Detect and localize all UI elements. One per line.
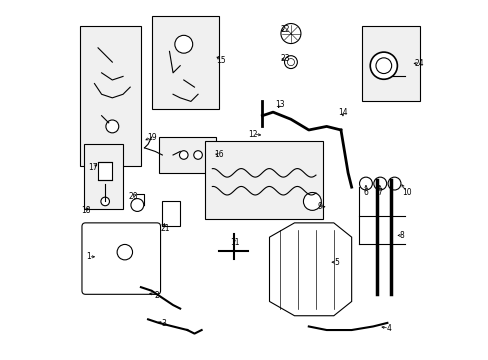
Text: 21: 21 bbox=[160, 224, 170, 233]
Circle shape bbox=[284, 56, 297, 68]
Circle shape bbox=[303, 193, 321, 210]
Text: 4: 4 bbox=[386, 324, 391, 333]
Text: 8: 8 bbox=[399, 231, 403, 240]
Circle shape bbox=[193, 151, 202, 159]
Text: 20: 20 bbox=[128, 192, 138, 201]
Bar bbox=[151, 16, 219, 109]
Text: 1: 1 bbox=[86, 252, 91, 261]
Circle shape bbox=[106, 120, 119, 133]
Bar bbox=[159, 137, 216, 173]
Text: 19: 19 bbox=[146, 132, 156, 141]
Circle shape bbox=[179, 151, 188, 159]
Text: 18: 18 bbox=[81, 206, 90, 215]
Text: 23: 23 bbox=[280, 54, 290, 63]
Text: 7: 7 bbox=[377, 188, 382, 197]
Circle shape bbox=[101, 197, 109, 206]
Text: 13: 13 bbox=[275, 100, 285, 109]
Circle shape bbox=[369, 52, 397, 79]
Text: 5: 5 bbox=[333, 258, 338, 267]
Text: 2: 2 bbox=[154, 291, 159, 300]
Circle shape bbox=[375, 58, 391, 73]
Bar bbox=[162, 202, 180, 226]
Bar bbox=[98, 162, 112, 180]
Circle shape bbox=[281, 23, 300, 44]
Bar bbox=[362, 26, 419, 102]
Bar bbox=[205, 141, 323, 219]
Text: 3: 3 bbox=[162, 319, 166, 328]
Text: 12: 12 bbox=[248, 130, 258, 139]
Text: 10: 10 bbox=[402, 188, 411, 197]
Text: 24: 24 bbox=[413, 59, 423, 68]
Bar bbox=[80, 26, 141, 166]
Circle shape bbox=[387, 177, 400, 190]
Bar bbox=[83, 144, 123, 208]
Circle shape bbox=[373, 177, 386, 190]
Circle shape bbox=[117, 244, 132, 260]
FancyBboxPatch shape bbox=[82, 223, 160, 294]
Text: 9: 9 bbox=[316, 202, 321, 211]
Text: 14: 14 bbox=[338, 108, 347, 117]
Text: 6: 6 bbox=[363, 188, 367, 197]
Circle shape bbox=[175, 35, 192, 53]
Circle shape bbox=[359, 177, 372, 190]
Text: 15: 15 bbox=[216, 56, 225, 65]
Text: 11: 11 bbox=[229, 238, 239, 247]
Text: 17: 17 bbox=[88, 163, 97, 172]
Text: 22: 22 bbox=[280, 26, 290, 35]
Circle shape bbox=[287, 59, 294, 66]
Polygon shape bbox=[269, 223, 351, 316]
Text: 16: 16 bbox=[214, 150, 224, 159]
Circle shape bbox=[131, 199, 143, 211]
